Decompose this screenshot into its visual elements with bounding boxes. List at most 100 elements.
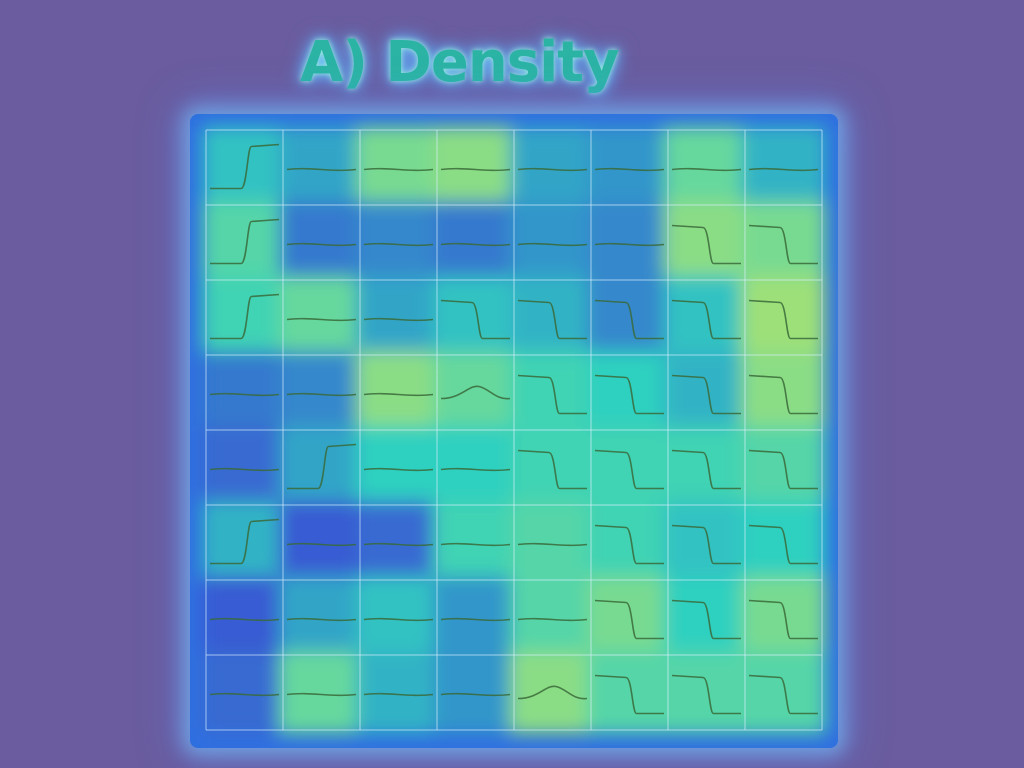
heatmap-cell [587,576,672,659]
heatmap-cell [741,276,826,359]
cell-curve [748,674,818,715]
cell-curve [671,374,741,415]
cell-curve [286,692,357,697]
cell-curve [517,617,588,622]
cell-curve [517,299,587,340]
cell-curve [286,392,357,397]
heatmap-cell [356,351,441,434]
heatmap-cell [510,201,595,284]
cell-curve [440,692,511,697]
cell-curve [440,385,511,400]
heatmap-cell [202,126,287,209]
cell-curve [286,542,357,547]
cell-curve [209,692,280,697]
heatmap-cell [510,276,595,359]
heatmap-cell [664,651,749,734]
heatmap-cell [202,351,287,434]
heatmap-cell [433,276,518,359]
cell-curve [517,242,588,247]
cell-curve [671,167,742,172]
heatmap-cell [510,351,595,434]
heatmap-cell [587,201,672,284]
cell-curve [363,692,434,697]
heatmap-cell [587,126,672,209]
cell-curve [594,242,665,247]
heatmap-cell [433,501,518,584]
heatmap-cell [279,126,364,209]
heatmap-cell [510,126,595,209]
cell-curve [286,167,357,172]
cell-curve [517,449,587,490]
heatmap-cell [356,576,441,659]
cell-curve [209,392,280,397]
heatmap-cell [356,501,441,584]
heatmap-cell [741,351,826,434]
heatmap-cell [741,576,826,659]
cell-curve [748,167,819,172]
heatmap-cell [664,501,749,584]
cell-curve [748,599,818,640]
cell-curve [671,599,741,640]
heatmap-cell [356,201,441,284]
heatmap-cell [741,201,826,284]
heatmap-cell [279,201,364,284]
cell-curve [209,617,280,622]
heatmap-cell [433,651,518,734]
cell-curve [748,224,818,265]
cell-curve [440,617,511,622]
cell-curve [286,317,357,322]
heatmap-cell [202,576,287,659]
cell-curve [440,542,511,547]
heatmap-cell [202,651,287,734]
heatmap-cell [433,201,518,284]
heatmap-cell [587,651,672,734]
cell-curve [594,674,664,715]
cell-curve [671,224,741,265]
heatmap-cell [433,351,518,434]
heatmap-cell [279,576,364,659]
cell-curve [594,374,664,415]
heatmap-cell [202,501,287,584]
cell-curve [594,449,664,490]
heatmap-cell [279,276,364,359]
heatmap-cell [587,276,672,359]
heatmap-cell [202,276,287,359]
heatmap-cell [202,426,287,509]
cell-curve [363,542,434,547]
heatmap-cell [664,576,749,659]
heatmap-cell [279,501,364,584]
heatmap-cell [510,426,595,509]
heatmap-cell [664,276,749,359]
cell-curve [286,617,357,622]
cell-curve [210,518,280,565]
cell-curve [517,685,588,700]
cell-curve [594,167,665,172]
chart-title: A) Density [300,30,620,95]
cell-curve [363,167,434,172]
cell-curve [517,167,588,172]
heatmap-cell [510,501,595,584]
cell-curve [748,374,818,415]
heatmap-cell [587,351,672,434]
heatmap-cell [202,201,287,284]
heatmap-cell [433,576,518,659]
cell-curve [363,392,434,397]
heatmap-cell [510,576,595,659]
cell-curve [440,467,511,472]
heatmap-cell [279,651,364,734]
heatmap-cell [664,426,749,509]
heatmap-cell [356,126,441,209]
cell-curve [286,242,357,247]
cell-curve [440,167,511,172]
cell-curve [748,449,818,490]
cell-curve [287,443,357,490]
cell-curve [210,218,280,265]
heatmap-grid [202,126,826,734]
heatmap-cell [356,276,441,359]
heatmap-cell [741,651,826,734]
heatmap-cell [433,426,518,509]
heatmap-cell [587,426,672,509]
cell-curve [517,374,587,415]
heatmap-cell [433,126,518,209]
cell-curve [363,317,434,322]
